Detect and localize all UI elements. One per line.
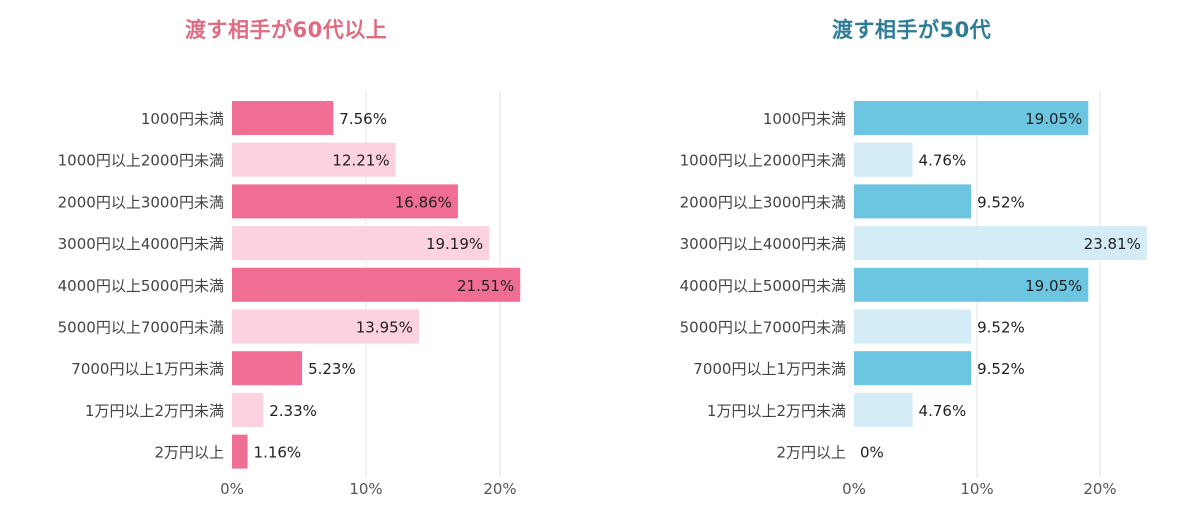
tick-label: 20% — [1083, 480, 1116, 498]
bar — [854, 226, 1147, 261]
data-label: 19.05% — [1025, 277, 1082, 295]
category-label: 7000円以上1万円未満 — [693, 360, 846, 378]
data-label: 4.76% — [919, 152, 967, 170]
bar — [854, 351, 972, 386]
bar — [232, 226, 490, 261]
data-label: 16.86% — [395, 193, 452, 211]
category-label: 2000円以上3000円未満 — [680, 193, 846, 211]
category-label: 1万円以上2万円未満 — [85, 402, 224, 420]
tick-label: 20% — [483, 480, 516, 498]
bar — [854, 184, 972, 219]
bar — [854, 309, 972, 344]
bar — [854, 101, 1089, 135]
category-label: 3000円以上4000円未満 — [680, 235, 846, 253]
data-label: 9.52% — [977, 360, 1025, 378]
data-label: 21.51% — [457, 277, 514, 295]
category-label: 5000円以上7000円未満 — [58, 319, 224, 337]
bar — [232, 142, 396, 177]
bar — [232, 101, 334, 135]
category-label: 1000円以上2000円未満 — [58, 152, 224, 170]
chart-title: 渡す相手が60代以上 — [185, 18, 388, 42]
data-label: 9.52% — [977, 193, 1025, 211]
category-label: 5000円以上7000円未満 — [680, 319, 846, 337]
category-label: 1万円以上2万円未満 — [707, 402, 846, 420]
category-label: 2000円以上3000円未満 — [58, 193, 224, 211]
tick-label: 0% — [220, 480, 244, 498]
category-label: 2万円以上 — [776, 444, 846, 462]
category-label: 3000円以上4000円未満 — [58, 235, 224, 253]
chart-60s-plot: 1000円未満 7.56% 1000円以上2000円未満 12.21% 2000円以上3… — [58, 90, 521, 498]
category-label: 1000円未満 — [141, 110, 224, 128]
chart-50s-panel: 渡す相手が50代 1000円未満 19.05% 1000円以上2000円未満 4.76… — [600, 0, 1200, 519]
bar — [854, 142, 913, 177]
tick-label: 10% — [349, 480, 382, 498]
bar — [854, 392, 913, 427]
category-label: 2万円以上 — [154, 444, 224, 462]
data-label: 12.21% — [332, 152, 389, 170]
data-label: 19.19% — [426, 235, 483, 253]
bar — [232, 392, 264, 427]
data-label: 5.23% — [308, 360, 356, 378]
category-label: 4000円以上5000円未満 — [680, 277, 846, 295]
data-label: 9.52% — [977, 319, 1025, 337]
data-label: 13.95% — [356, 319, 413, 337]
chart-50s-plot: 1000円未満 19.05% 1000円以上2000円未満 4.76% 2000円以上3… — [680, 90, 1147, 498]
category-label: 7000円以上1万円未満 — [71, 360, 224, 378]
bar — [854, 267, 1089, 302]
category-label: 4000円以上5000円未満 — [58, 277, 224, 295]
bar — [232, 434, 248, 469]
data-label: 23.81% — [1084, 235, 1141, 253]
tick-label: 10% — [960, 480, 993, 498]
data-label: 1.16% — [254, 444, 302, 462]
bar — [232, 184, 458, 219]
data-label: 7.56% — [339, 110, 387, 128]
data-label: 4.76% — [919, 402, 967, 420]
category-label: 1000円未満 — [763, 110, 846, 128]
data-label: 2.33% — [269, 402, 317, 420]
bar — [232, 267, 521, 302]
data-label: 0% — [860, 444, 884, 462]
bar — [232, 351, 303, 386]
category-label: 1000円以上2000円未満 — [680, 152, 846, 170]
tick-label: 0% — [842, 480, 866, 498]
bar — [232, 309, 419, 344]
chart-60s-panel: 渡す相手が60代以上 1000円未満 7.56% 1000円以上2000円未満 12.… — [58, 18, 521, 498]
data-label: 19.05% — [1025, 110, 1082, 128]
chart-title: 渡す相手が50代 — [832, 18, 992, 42]
